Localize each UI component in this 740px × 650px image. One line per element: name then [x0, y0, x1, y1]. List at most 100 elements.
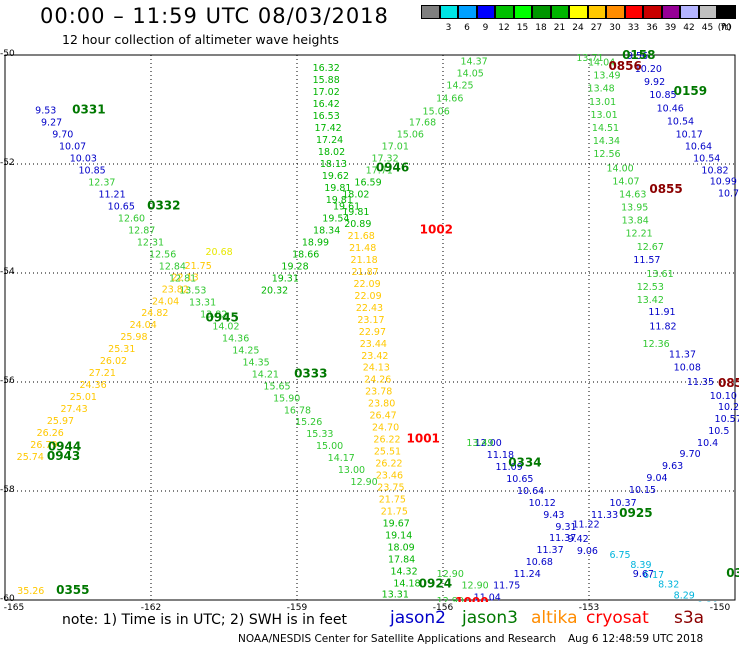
swh-value: 14.18 — [393, 579, 420, 590]
swh-value: 10.4 — [697, 438, 718, 449]
swh-value: 23.42 — [361, 351, 388, 362]
swh-value: 19.14 — [385, 531, 412, 542]
swh-value: 14.04 — [588, 58, 615, 69]
swh-value: 17.42 — [315, 123, 342, 134]
swh-value: 18.99 — [302, 237, 329, 248]
swh-value: 15.90 — [273, 393, 300, 404]
swh-value: 8.39 — [630, 560, 651, 571]
legend-swatch — [439, 5, 458, 19]
lon-tick-label: -156 — [432, 603, 454, 613]
legend-label: 24 — [572, 23, 584, 33]
swh-value: 9.31 — [555, 522, 576, 533]
legend-swatch — [458, 5, 477, 19]
swh-value: 10.54 — [667, 116, 694, 127]
swh-value: 18.02 — [318, 147, 345, 158]
swh-value: 12.60 — [118, 213, 145, 224]
pass-time-label: 0855 — [649, 182, 682, 196]
swh-value: 10.85 — [78, 165, 105, 176]
swh-value: 19.62 — [322, 171, 349, 182]
pass-time-label: 0944 — [48, 439, 81, 453]
legend-label: 39 — [664, 23, 677, 33]
swh-value: 14.34 — [593, 136, 620, 147]
legend-swatch — [661, 5, 680, 19]
swh-value: 14.25 — [232, 345, 259, 356]
swh-value: 26.47 — [370, 411, 397, 422]
swh-value: 35.26 — [17, 586, 44, 597]
swh-value: 10.65 — [108, 201, 135, 212]
swh-value: 27.43 — [60, 404, 87, 415]
swh-value: 14.00 — [607, 163, 634, 174]
swh-value: 11.75 — [493, 581, 520, 592]
swh-value: 21.75 — [185, 261, 212, 272]
pass-time-label: 0924 — [419, 577, 452, 591]
legend-label: 15 — [516, 23, 529, 33]
swh-value: 23.80 — [368, 399, 395, 410]
swh-value: 18.09 — [388, 543, 415, 554]
swh-value: 19.54 — [322, 213, 349, 224]
swh-value: 14.51 — [592, 123, 619, 134]
swh-value: 16.32 — [313, 63, 340, 74]
swh-value: 13.01 — [590, 110, 617, 121]
swh-value: 10.10 — [710, 391, 737, 402]
legend-swatch — [495, 5, 514, 19]
satellite-jason2-label: jason2 — [390, 608, 446, 628]
legend-swatch — [550, 5, 569, 19]
swh-value: 23.78 — [365, 387, 392, 398]
swh-value: 17.68 — [409, 117, 436, 128]
swh-value: 18.66 — [292, 249, 319, 260]
swh-value: 9.67 — [633, 569, 654, 580]
credit-line: NOAA/NESDIS Center for Satellite Applica… — [238, 633, 556, 645]
swh-value: 12.90 — [461, 581, 488, 592]
satellite-s3a-label: s3a — [674, 608, 705, 628]
swh-value: 10.85 — [649, 90, 676, 101]
swh-value: 15.33 — [306, 429, 333, 440]
swh-value: 14.36 — [222, 333, 249, 344]
swh-value: 22.97 — [359, 327, 386, 338]
page-title: 00:00 – 11:59 UTC 08/03/2018 — [40, 4, 389, 28]
swh-value: 16.53 — [313, 111, 340, 122]
swh-value: 13.84 — [622, 216, 649, 227]
legend-swatch — [587, 5, 606, 19]
swh-value: 12.90 — [437, 569, 464, 580]
lon-tick-label: -165 — [3, 603, 25, 613]
swh-value: 21.18 — [351, 255, 378, 266]
legend-label: 27 — [590, 23, 603, 33]
swh-value: 19.81 — [326, 195, 353, 206]
swh-value: 17.71 — [366, 165, 393, 176]
swh-value: 13.42 — [637, 295, 664, 306]
swh-value: 19.81 — [342, 207, 369, 218]
pass-time-label: 0158 — [622, 48, 655, 62]
pass-time-label: 0945 — [206, 311, 239, 325]
swh-value: 10.12 — [529, 498, 556, 509]
swh-value: 26.79 — [30, 440, 57, 451]
swh-value: 12.56 — [593, 149, 620, 160]
swh-value: 23.46 — [376, 471, 403, 482]
swh-value: 21.87 — [352, 267, 379, 278]
pass-time-label: 0925 — [619, 506, 652, 520]
swh-value: 13.31 — [382, 589, 409, 600]
swh-value: 25.31 — [108, 344, 135, 355]
swh-value: 6.75 — [609, 550, 630, 561]
swh-value: 25.01 — [70, 392, 97, 403]
swh-value: 11.57 — [633, 255, 660, 266]
swh-value: 14.17 — [328, 453, 355, 464]
swh-value: 10.25 — [718, 402, 740, 413]
lat-tick-label: -50 — [0, 49, 15, 59]
lon-tick-label: -159 — [286, 603, 308, 613]
pass-time-label: 1001 — [407, 432, 440, 446]
swh-value: 18.13 — [320, 159, 347, 170]
swh-value: 15.65 — [263, 381, 290, 392]
swh-value: 26.02 — [100, 356, 127, 367]
swh-value: 11.04 — [474, 593, 501, 604]
swh-value: 12.87 — [128, 225, 155, 236]
swh-value: 24.04 — [130, 320, 157, 331]
swh-value: 25.51 — [374, 447, 401, 458]
swh-value: 9.70 — [52, 129, 73, 140]
lat-tick-label: -54 — [0, 267, 15, 277]
legend-swatch — [532, 5, 551, 19]
legend-label: 6 — [464, 23, 470, 33]
swh-value: 15.88 — [313, 75, 340, 86]
swh-value: 10.57 — [715, 414, 740, 425]
swh-value: 20.68 — [206, 247, 233, 258]
swh-value: 10.15 — [629, 485, 656, 496]
